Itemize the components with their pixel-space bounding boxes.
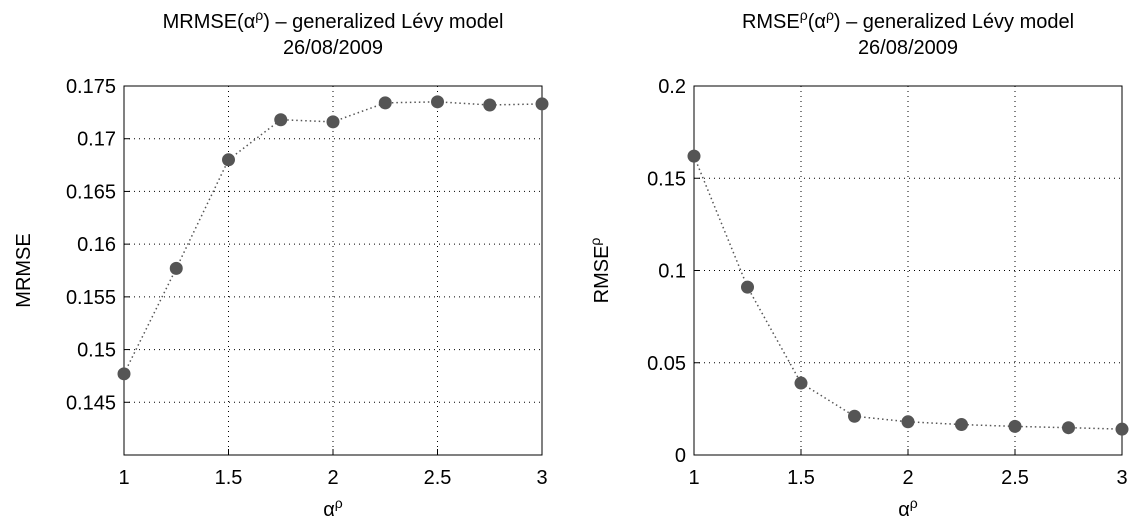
y-tick-label: 0.15 — [77, 340, 116, 362]
y-axis-label-part: MRMSE — [13, 233, 35, 307]
series-line — [693, 155, 1123, 430]
y-tick-label: 0.155 — [66, 287, 116, 309]
x-tick-label: 2 — [327, 467, 338, 489]
x-tick-label: 2.5 — [1001, 467, 1029, 489]
x-axis-label-sup: ρ — [910, 495, 918, 511]
x-tick-label: 2.5 — [424, 467, 452, 489]
chart-title-part: ) – generalized Lévy model — [263, 11, 503, 33]
marker — [326, 115, 340, 129]
x-axis-label: αρ — [323, 495, 343, 521]
chart-title-part: RMSE — [742, 11, 800, 33]
marker — [378, 96, 392, 110]
marker — [1062, 421, 1075, 435]
marker — [483, 98, 497, 112]
x-tick-label: 1 — [118, 467, 129, 489]
x-axis-label: αρ — [898, 495, 918, 521]
y-axis-label-sup: ρ — [587, 238, 603, 246]
y-tick-label: 0.05 — [647, 353, 686, 375]
y-axis-label-part: RMSE — [591, 246, 613, 304]
marker — [535, 97, 549, 111]
x-tick-label: 1 — [688, 467, 699, 489]
marker — [169, 261, 183, 275]
chart-title-sup: ρ — [255, 7, 263, 23]
marker — [222, 153, 235, 167]
x-tick-label: 2 — [902, 467, 913, 489]
plot-frame — [123, 85, 543, 456]
chart-title: MRMSE(αρ) – generalized Lévy model — [163, 7, 504, 33]
chart-title-part: (α — [808, 11, 826, 33]
chart: MRMSE(αρ) – generalized Lévy model26/08/… — [13, 7, 549, 521]
marker — [117, 367, 131, 381]
marker — [955, 418, 968, 432]
marker — [687, 149, 701, 163]
x-tick-label: 3 — [1116, 467, 1127, 489]
chart-subtitle: 26/08/2009 — [283, 37, 383, 59]
chart-title-sup: ρ — [826, 7, 834, 23]
marker — [274, 113, 288, 127]
marker — [431, 95, 444, 109]
y-tick-label: 0.1 — [658, 261, 686, 283]
y-tick-label: 0.16 — [77, 234, 116, 256]
x-axis-label-part: α — [323, 499, 335, 521]
x-axis-label-part: α — [898, 499, 910, 521]
chart-title-part: MRMSE(α — [163, 11, 256, 33]
y-tick-label: 0.15 — [647, 168, 686, 190]
x-tick-label: 1.5 — [787, 467, 815, 489]
chart-title-part: ) – generalized Lévy model — [834, 11, 1074, 33]
x-axis-label-sup: ρ — [335, 495, 343, 511]
marker — [901, 415, 915, 429]
y-tick-label: 0.2 — [658, 76, 686, 98]
marker — [741, 280, 754, 294]
chart-subtitle: 26/08/2009 — [858, 37, 958, 59]
y-tick-label: 0.17 — [77, 129, 116, 151]
chart-title: RMSEρ(αρ) – generalized Lévy model — [742, 7, 1074, 33]
y-tick-label: 0.145 — [66, 392, 116, 414]
x-tick-label: 3 — [536, 467, 547, 489]
y-axis-label: RMSEρ — [587, 238, 613, 304]
marker — [794, 376, 808, 390]
chart-title-sup: ρ — [800, 7, 808, 23]
chart: RMSEρ(αρ) – generalized Lévy model26/08/… — [587, 7, 1129, 521]
y-tick-label: 0 — [675, 445, 686, 467]
y-tick-label: 0.175 — [66, 76, 116, 98]
x-tick-label: 1.5 — [215, 467, 243, 489]
y-axis-label: MRMSE — [13, 233, 35, 307]
marker — [848, 409, 861, 423]
marker — [1115, 422, 1129, 436]
series-line — [123, 101, 543, 375]
plot-frame — [693, 85, 1123, 456]
marker — [1008, 419, 1022, 433]
y-tick-label: 0.165 — [66, 181, 116, 203]
